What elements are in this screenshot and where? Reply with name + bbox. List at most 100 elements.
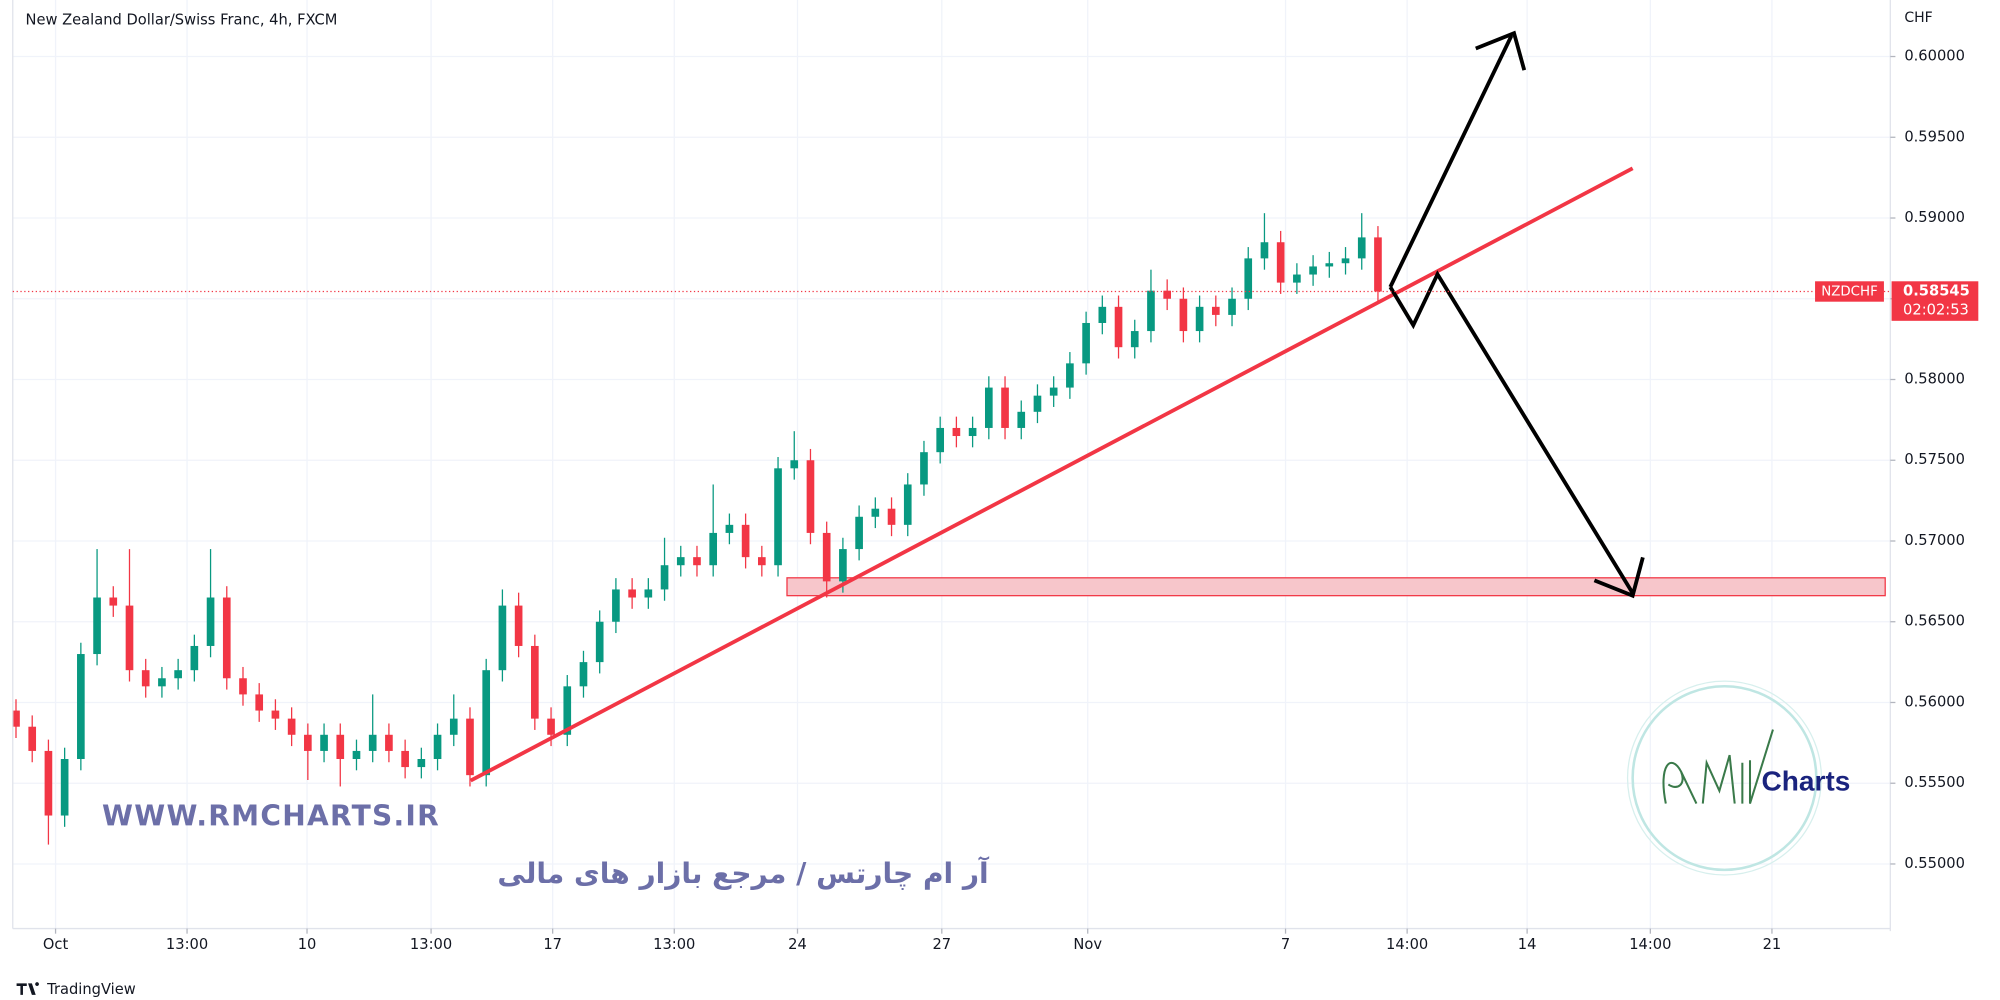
candle-body [660, 565, 669, 590]
candle-body [287, 718, 296, 735]
candle-body [839, 549, 847, 582]
up-arrow [1388, 34, 1514, 288]
candle-body [1309, 266, 1317, 275]
candle-body [547, 718, 555, 735]
candle-body [60, 759, 69, 816]
candle-body [141, 670, 150, 687]
price-label: 0.58545 [1903, 282, 1970, 299]
y-tick-label: 0.60000 [1904, 48, 1965, 65]
candle-body [1244, 258, 1253, 299]
chart-title: New Zealand Dollar/Swiss Franc, 4h, FXCM [26, 11, 338, 28]
logo-circle [1631, 684, 1818, 872]
candle-body [984, 387, 993, 428]
candle-body [304, 734, 312, 751]
x-tick-label: 24 [788, 936, 807, 953]
logo-script [1662, 729, 1774, 805]
candle-body [1228, 298, 1236, 315]
candle-body [903, 484, 912, 525]
candle-body [206, 597, 215, 646]
candle-body [1276, 242, 1285, 283]
candle-body [968, 427, 977, 437]
y-tick-label: 0.59000 [1904, 209, 1965, 226]
y-tick-label: 0.55500 [1904, 774, 1965, 791]
symbol-box [1815, 281, 1884, 302]
candle-body [482, 670, 491, 776]
candle-body [952, 427, 961, 437]
candle-body [758, 557, 766, 566]
candle-body [1098, 306, 1107, 323]
candle-body [1341, 258, 1350, 264]
candle-body [466, 718, 474, 776]
candle-body [320, 734, 328, 751]
candle-body [920, 452, 928, 485]
candle-body [109, 597, 118, 606]
candle-body [28, 726, 37, 751]
price-box [1891, 281, 1979, 321]
x-tick-label: Oct [43, 936, 69, 953]
candle-body [1293, 274, 1301, 283]
grid [12, 0, 1891, 929]
candle-body [1374, 237, 1382, 292]
candle-body [676, 557, 685, 566]
watermark-url: WWW.RMCHARTS.IR [102, 800, 440, 833]
symbol-label: NZDCHF [1821, 284, 1878, 299]
candle-body [12, 710, 20, 727]
candle-body [725, 524, 734, 533]
candle-body [1260, 242, 1269, 259]
candle-body [239, 678, 247, 695]
candle-body [1049, 387, 1058, 396]
candle-body [595, 621, 604, 663]
candle-body [1130, 331, 1139, 348]
y-tick-label: 0.57500 [1904, 451, 1965, 468]
candle-body [709, 532, 718, 566]
x-tick-label: 17 [543, 936, 562, 953]
candle-body [790, 460, 799, 469]
candle-body [531, 645, 539, 719]
candle-body [1163, 290, 1171, 299]
footer-text: TradingView [46, 981, 136, 998]
candle-body [936, 427, 945, 453]
candle-body [1033, 395, 1042, 412]
logo-text: Charts [1761, 766, 1850, 797]
candle-body [255, 694, 264, 711]
x-tick-label: Nov [1073, 936, 1102, 953]
support-zone [786, 577, 1886, 597]
candle-body [774, 468, 782, 566]
candle-body [871, 508, 880, 517]
candle-body [644, 589, 653, 598]
candle-body [1195, 306, 1204, 332]
candle-body [125, 605, 134, 671]
candle-body [563, 686, 572, 735]
candle-body [1001, 387, 1009, 428]
candle-body [579, 662, 588, 687]
y-tick-label: 0.56000 [1904, 693, 1965, 710]
candle-body [93, 597, 101, 655]
candle-body [368, 734, 377, 751]
candle-body [1066, 363, 1074, 388]
candle-body [352, 750, 361, 760]
x-tick-label: 13:00 [166, 936, 208, 953]
x-tick-label: 27 [932, 936, 951, 953]
footer-logo [16, 982, 39, 995]
candle-body [385, 734, 393, 751]
candle-body [44, 750, 53, 816]
candle-body [1211, 306, 1220, 315]
candle-body [77, 654, 85, 760]
candle-body [158, 678, 166, 687]
candle-body [401, 750, 409, 768]
candle-body [449, 718, 458, 735]
candle-body [693, 557, 701, 566]
candle-body [1357, 237, 1366, 259]
candle-body [1325, 263, 1334, 267]
x-tick-label: 13:00 [410, 936, 452, 953]
countdown-label: 02:02:53 [1903, 302, 1969, 319]
y-tick-label: 0.59500 [1904, 128, 1965, 145]
down-arrow-head [1593, 556, 1645, 599]
candle-body [806, 460, 815, 533]
candle-body [190, 645, 199, 671]
x-tick-label: 7 [1281, 936, 1290, 953]
candle-body [1114, 306, 1123, 348]
candle-body [514, 605, 523, 646]
y-unit: CHF [1904, 10, 1932, 26]
x-tick-label: 10 [298, 936, 317, 953]
